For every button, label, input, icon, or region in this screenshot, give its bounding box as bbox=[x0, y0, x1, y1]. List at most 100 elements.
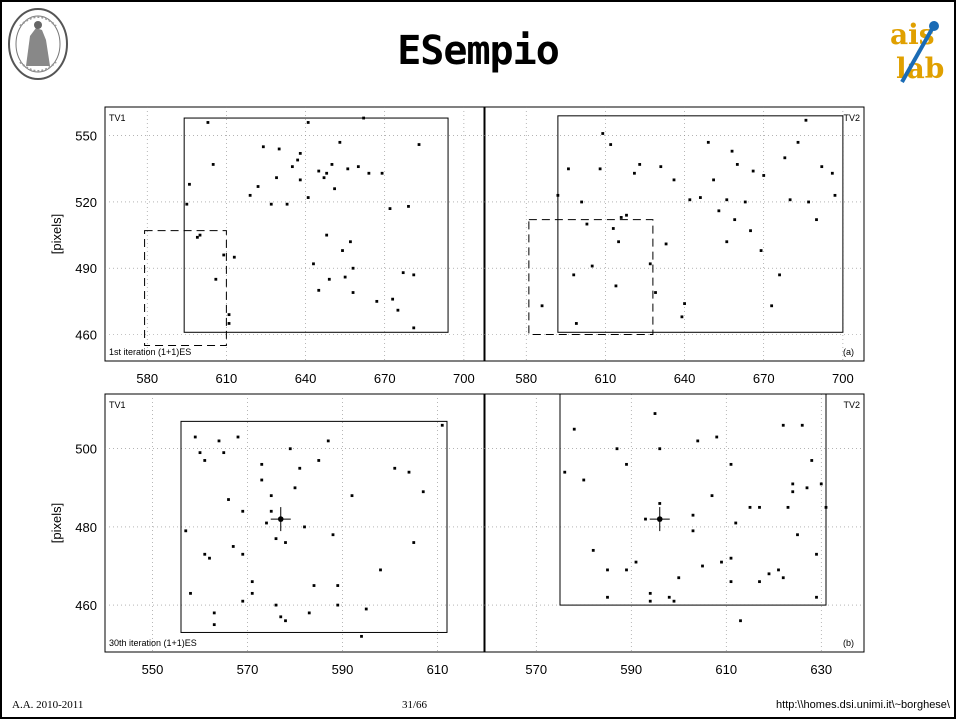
data-point bbox=[317, 288, 321, 292]
footer-academic-year: A.A. 2010-2011 bbox=[12, 699, 84, 711]
data-point bbox=[691, 513, 695, 517]
data-point bbox=[691, 529, 695, 533]
data-point bbox=[796, 533, 799, 537]
data-point bbox=[296, 158, 300, 162]
data-point bbox=[572, 273, 576, 277]
data-point bbox=[786, 505, 790, 509]
data-point bbox=[189, 591, 192, 595]
data-point bbox=[725, 240, 729, 244]
data-point bbox=[241, 509, 245, 513]
data-point bbox=[312, 584, 316, 587]
x-tick-label: 700 bbox=[453, 371, 475, 386]
data-point bbox=[634, 560, 638, 564]
y-tick-label: 460 bbox=[75, 327, 97, 342]
y-tick-label: 500 bbox=[75, 442, 97, 457]
data-point bbox=[778, 273, 781, 277]
data-point bbox=[725, 198, 729, 202]
plot-frame bbox=[483, 106, 865, 362]
data-point bbox=[227, 498, 230, 501]
data-point bbox=[298, 466, 302, 470]
data-point bbox=[212, 623, 216, 627]
data-point bbox=[830, 171, 834, 175]
search-window-dashed bbox=[528, 219, 654, 335]
data-point bbox=[412, 541, 416, 544]
y-axis-label: [pixels] bbox=[49, 503, 64, 543]
data-point bbox=[648, 599, 652, 603]
data-point bbox=[350, 494, 354, 498]
x-tick-label: 610 bbox=[427, 662, 449, 677]
y-tick-label: 490 bbox=[75, 261, 97, 276]
data-point bbox=[388, 207, 392, 210]
panel-annotation: 30th iteration (1+1)ES bbox=[109, 638, 197, 648]
data-point bbox=[667, 595, 671, 599]
x-tick-label: 580 bbox=[136, 371, 158, 386]
data-point bbox=[614, 284, 618, 288]
y-tick-label: 480 bbox=[75, 520, 97, 535]
data-point bbox=[360, 634, 363, 638]
data-point bbox=[807, 200, 810, 204]
data-point bbox=[788, 198, 792, 202]
data-point bbox=[615, 447, 619, 451]
data-point bbox=[606, 595, 609, 599]
panel-label: TV1 bbox=[109, 113, 126, 123]
data-point bbox=[379, 568, 382, 572]
slide-title: ESempio bbox=[397, 28, 560, 74]
search-window-solid bbox=[180, 420, 448, 633]
data-point bbox=[625, 462, 628, 466]
panel-annotation: (a) bbox=[843, 347, 854, 357]
x-tick-label: 610 bbox=[595, 371, 617, 386]
data-point bbox=[800, 423, 804, 427]
footer-url: http:\\homes.dsi.unimi.it\~borghese\ bbox=[776, 699, 950, 711]
data-point bbox=[277, 147, 281, 151]
data-point bbox=[325, 171, 329, 175]
data-point bbox=[625, 213, 628, 217]
data-point bbox=[407, 204, 410, 208]
data-point bbox=[609, 143, 613, 146]
data-point bbox=[401, 271, 405, 275]
data-point bbox=[211, 163, 215, 166]
data-point bbox=[720, 560, 723, 564]
data-point bbox=[351, 266, 355, 270]
data-point bbox=[625, 568, 628, 572]
data-point bbox=[265, 521, 268, 525]
data-point bbox=[212, 611, 216, 615]
data-point bbox=[733, 218, 737, 222]
data-point bbox=[198, 233, 202, 237]
data-point bbox=[367, 171, 371, 175]
data-point bbox=[710, 494, 714, 498]
data-point bbox=[198, 451, 202, 455]
panel-annotation: 1st iteration (1+1)ES bbox=[109, 347, 191, 357]
data-point bbox=[617, 240, 620, 244]
data-point bbox=[241, 552, 245, 556]
data-point bbox=[833, 193, 837, 197]
data-point bbox=[777, 568, 780, 572]
data-point bbox=[796, 140, 800, 144]
data-point bbox=[341, 249, 344, 252]
data-point bbox=[820, 165, 824, 169]
data-point bbox=[275, 176, 278, 180]
x-tick-label: 610 bbox=[216, 371, 238, 386]
x-tick-label: 630 bbox=[810, 662, 832, 677]
data-point bbox=[421, 490, 425, 494]
data-point bbox=[269, 202, 273, 206]
data-point bbox=[540, 304, 544, 308]
x-tick-label: 700 bbox=[832, 371, 854, 386]
data-point bbox=[824, 505, 828, 509]
data-point bbox=[672, 178, 676, 182]
data-point bbox=[606, 568, 609, 572]
data-point bbox=[343, 275, 347, 279]
data-point bbox=[680, 315, 684, 319]
data-point bbox=[815, 552, 818, 556]
y-tick-label: 460 bbox=[75, 598, 97, 613]
university-seal-logo bbox=[8, 8, 68, 80]
data-point bbox=[715, 435, 719, 439]
data-point bbox=[269, 509, 273, 513]
data-point bbox=[567, 167, 570, 171]
data-point bbox=[712, 178, 715, 182]
data-point bbox=[256, 185, 260, 188]
data-point bbox=[306, 196, 310, 199]
data-point bbox=[734, 521, 738, 525]
ais-lab-logo: ais lab bbox=[886, 16, 948, 86]
data-point bbox=[241, 599, 245, 603]
